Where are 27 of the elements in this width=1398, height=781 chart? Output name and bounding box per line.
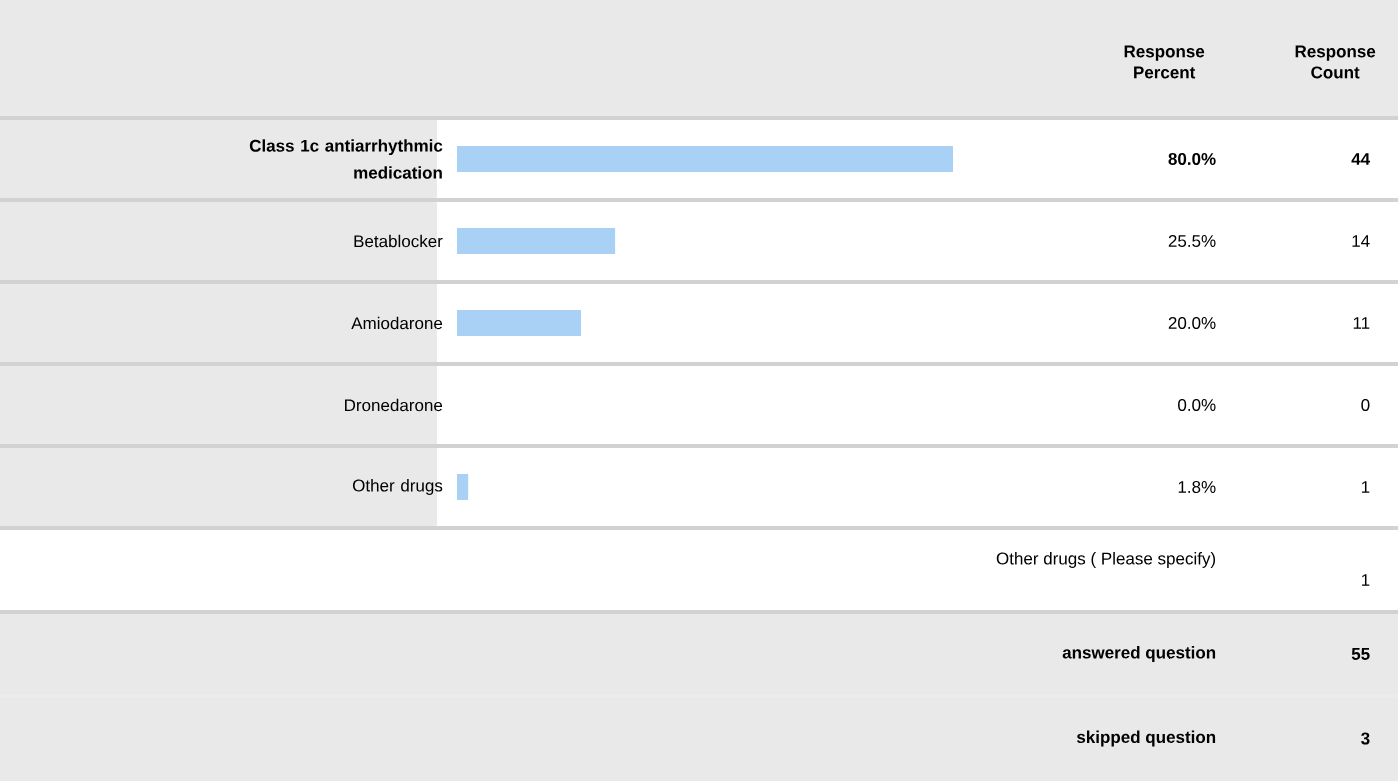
y-tick-label: Betablocker xyxy=(354,234,443,248)
data-label: 25.5% xyxy=(1168,234,1216,248)
data-label: 80.0% xyxy=(1168,152,1216,166)
text: 55 xyxy=(1351,648,1370,660)
text: Other drugs ( Please specify) xyxy=(996,552,1216,568)
text: Response Count xyxy=(1295,45,1376,79)
data-label: 20.0% xyxy=(1168,316,1216,330)
text: 11 xyxy=(1353,317,1370,329)
y-tick-label: Dronedarone xyxy=(345,398,443,412)
bar xyxy=(457,310,581,336)
y-tick-label: Amiodarone xyxy=(351,316,443,330)
text: 44 xyxy=(1351,153,1371,165)
text: 0 xyxy=(1361,398,1370,412)
text: Response Percent xyxy=(1124,45,1205,79)
y-tick-label: Class 1c antiarrhythmic medication xyxy=(249,139,443,179)
y-tick-label: Other drugs xyxy=(352,479,443,495)
data-label: 1.8% xyxy=(1178,480,1216,494)
text: 1 xyxy=(1361,481,1370,493)
text: 3 xyxy=(1361,732,1370,745)
text: 14 xyxy=(1352,235,1370,247)
text: 1 xyxy=(1361,574,1370,586)
text: skipped question xyxy=(1076,730,1216,747)
data-label: 0.0% xyxy=(1178,398,1216,412)
bar xyxy=(457,146,953,173)
bar xyxy=(457,474,469,500)
text: answered question xyxy=(1062,646,1216,662)
bar xyxy=(457,228,616,254)
